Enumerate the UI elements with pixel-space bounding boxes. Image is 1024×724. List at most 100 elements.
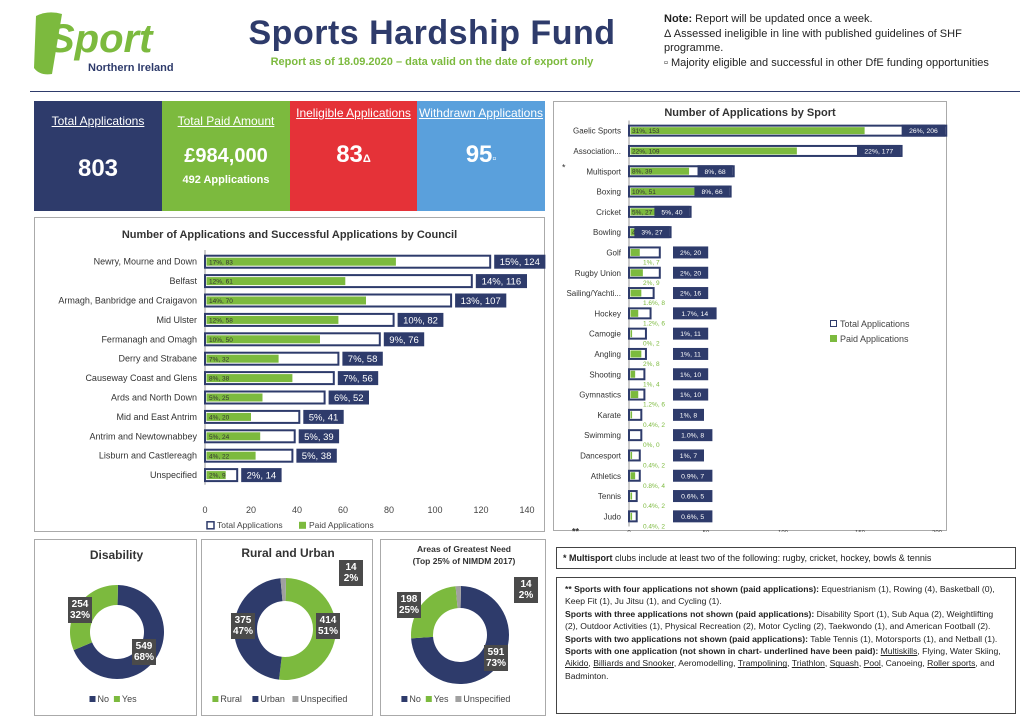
paid-applications-bar [630, 127, 865, 135]
total-data-label: 1%, 8 [680, 412, 698, 419]
council-category-label: Belfast [169, 276, 197, 286]
total-applications-bar [628, 408, 643, 421]
total-label-box [673, 347, 709, 360]
paid-data-label: 0%, 2 [643, 341, 660, 348]
donut-data-label-box [231, 613, 255, 639]
kpi-label: Ineligible Applications [296, 106, 411, 120]
total-data-label: 2%, 16 [680, 291, 701, 298]
paid-applications-bar [630, 512, 633, 520]
total-label-box [296, 448, 337, 463]
donut-data-label-box [484, 645, 508, 671]
legend-swatch-paid [830, 335, 837, 342]
paid-sport-name: Trampolining [737, 658, 788, 669]
sport-category-label: Association... [573, 147, 621, 156]
sport-category-label: Bowling [593, 228, 621, 237]
kpi-value: 803 [77, 155, 119, 182]
paid-data-label: 17%, 83 [209, 259, 233, 266]
square-marker: ▫ [492, 153, 497, 165]
council-category-label: Causeway Coast and Glens [85, 373, 197, 383]
donut-data-label: 14 [520, 579, 532, 590]
total-label-box [673, 408, 704, 421]
donut-data-label-box [339, 560, 363, 586]
multisport-note-text: clubs include at least two of the follow… [612, 553, 932, 563]
total-data-label: 3%, 27 [641, 230, 662, 237]
donut-data-label: 2% [344, 573, 359, 584]
total-data-label: 1%, 10 [680, 372, 701, 379]
sport-category-label: Hockey [594, 309, 621, 318]
total-data-label: 5%, 38 [302, 451, 332, 462]
paid-applications-bar [630, 411, 633, 419]
sport-category-label: Gaelic Sports [573, 127, 621, 136]
legend-label: Yes [122, 694, 137, 704]
two-apps-heading: Sports with two applications not shown (… [565, 633, 809, 644]
x-tick-label: 120 [473, 505, 488, 515]
paid-applications-bar [206, 277, 346, 286]
total-applications-bar [628, 327, 647, 340]
sport-category-label: Camogie [589, 330, 622, 339]
council-category-label: Lisburn and Castlereagh [99, 451, 197, 461]
paid-data-label: 0.4%, 2 [643, 503, 665, 510]
total-label-box [673, 327, 709, 340]
donut-data-label: 25% [399, 605, 419, 616]
multisport-marker: * [562, 162, 566, 172]
legend-label: No [409, 694, 421, 704]
total-data-label: 10%, 82 [403, 315, 438, 326]
total-label-box [673, 287, 709, 300]
kpi-label: Withdrawn Applications [418, 106, 544, 120]
paid-data-label: 1.2%, 6 [643, 402, 665, 409]
paid-data-label: 10%, 50 [209, 337, 233, 344]
sport-list-text: , Flying, Water Skiing, [917, 646, 1001, 657]
total-data-label: 1.7%, 14 [681, 311, 708, 318]
council-category-label: Fermanagh and Omagh [101, 334, 197, 344]
total-data-label: 1.0%, 8 [681, 433, 704, 440]
legend-label: Unspecified [300, 694, 347, 704]
council-chart-title: Number of Applications and Successful Ap… [121, 229, 458, 241]
total-data-label: 14%, 116 [482, 277, 521, 288]
paid-sport-name: Aikido [565, 658, 589, 669]
donut-data-label-box [397, 592, 421, 618]
paid-data-label: 1.6%, 8 [643, 300, 665, 307]
sport-category-label: Dancesport [580, 451, 622, 460]
sport-category-label: Rugby Union [575, 269, 621, 278]
legend-swatch [425, 696, 432, 702]
kpi-total-paid: Total Paid Amount £984,000 492 Applicati… [162, 101, 290, 211]
total-label-box [673, 490, 713, 503]
council-category-label: Derry and Strabane [118, 354, 197, 364]
total-label-box [673, 510, 713, 523]
sport-ni-logo: Sport Northern Ireland [28, 8, 203, 80]
donut-data-label: 47% [233, 626, 253, 637]
paid-sport-name: Pool [863, 658, 881, 669]
two-apps-text: Table Tennis (1), Motorsports (1), and N… [808, 633, 998, 644]
total-applications-bar [628, 490, 638, 503]
paid-applications-bar [206, 296, 366, 305]
paid-sport-name: Squash [829, 658, 859, 669]
paid-data-label: 4%, 22 [209, 453, 230, 460]
multisport-note-label: * Multisport [563, 553, 613, 563]
total-label-box [634, 226, 670, 239]
x-tick-label: 60 [338, 505, 348, 515]
total-data-label: 15%, 124 [500, 257, 540, 268]
paid-data-label: 12%, 61 [209, 279, 233, 286]
total-label-box [494, 254, 546, 269]
council-category-label: Newry, Mourne and Down [94, 257, 197, 267]
sport-list-text: , and Badminton. [565, 658, 995, 681]
donut-data-label: 73% [486, 658, 506, 669]
donut-slice [411, 586, 458, 639]
donut-slice [233, 578, 283, 680]
logo-swoosh [34, 12, 62, 75]
total-data-label: 1%, 11 [680, 351, 701, 358]
legend-label: Rural [220, 694, 242, 704]
sport-list-text: , [787, 658, 792, 669]
paid-data-label: 0.4%, 2 [643, 523, 665, 530]
total-applications-bar [628, 510, 638, 523]
total-data-label: 26%, 206 [909, 128, 938, 135]
paid-applications-bar [206, 432, 261, 441]
paid-data-label: 1.2%, 6 [643, 320, 665, 327]
donut-title: (Top 25% of NIMDM 2017) [413, 556, 516, 566]
sport-chart: 0 50 100 150 200 ** Gaelic Sports 31%, 153 26%, … [562, 120, 948, 532]
legend-total-label: Total Applications [217, 520, 283, 530]
paid-data-label: 5%, 25 [209, 395, 230, 402]
donut-data-label-box [68, 597, 92, 623]
page-title: Sports Hardship Fund [248, 14, 616, 52]
